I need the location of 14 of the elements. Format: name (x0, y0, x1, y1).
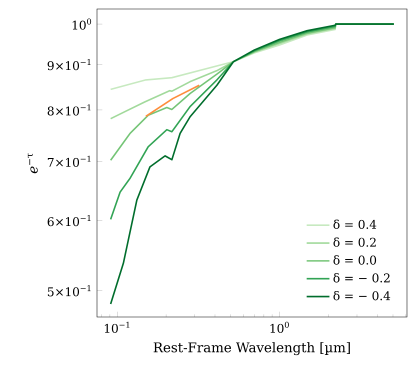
y-tick-label: 7×10$^{−1}$ (48, 156, 90, 167)
x-tick-label: 10$^{−1}$ (104, 322, 130, 333)
legend-label: δ = − 0.2 (334, 273, 390, 282)
x-axis-title: Rest-Frame Wavelength [µm] (154, 342, 350, 356)
legend-label: δ = 0.0 (334, 255, 376, 265)
y-tick-label: 5×10$^{−1}$ (48, 285, 90, 296)
legend-label: δ = 0.2 (334, 237, 376, 247)
y-tick-label: 10$^{0}$ (72, 18, 92, 30)
y-tick-label: 6×10$^{−1}$ (48, 215, 90, 226)
y-tick-label: 9×10$^{−1}$ (48, 59, 90, 70)
legend-label: δ = 0.4 (334, 220, 376, 229)
y-axis-title: e$^{−τ}$ (28, 153, 38, 174)
legend-label: δ = − 0.4 (334, 290, 390, 300)
y-tick-label: 8×10$^{−1}$ (48, 104, 90, 116)
